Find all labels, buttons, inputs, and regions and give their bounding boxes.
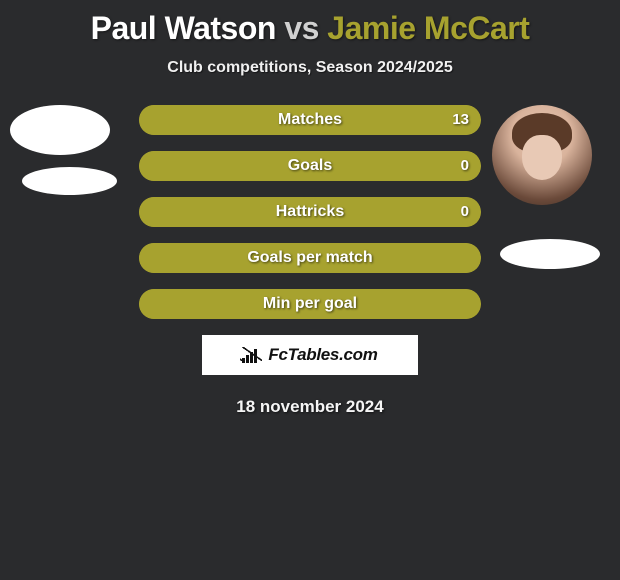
stat-label: Matches [139,105,481,135]
stat-row-matches: Matches 13 [139,105,481,135]
player2-name: Jamie McCart [327,10,529,46]
player1-avatar-placeholder [10,105,110,155]
branding-chart-icon [242,347,262,363]
stat-row-goals-per-match: Goals per match [139,243,481,273]
vs-text: vs [284,10,319,46]
stat-label: Goals per match [139,243,481,273]
stat-value-right: 13 [452,105,469,135]
stat-label: Goals [139,151,481,181]
branding-text: FcTables.com [268,345,377,365]
stat-row-min-per-goal: Min per goal [139,289,481,319]
stat-label: Hattricks [139,197,481,227]
player2-avatar [492,105,592,205]
stat-bars: Matches 13 Goals 0 Hattricks 0 Goals per… [139,105,481,319]
comparison-title: Paul Watson vs Jamie McCart [0,0,620,47]
stat-row-goals: Goals 0 [139,151,481,181]
stat-value-right: 0 [461,151,469,181]
stat-label: Min per goal [139,289,481,319]
stat-value-right: 0 [461,197,469,227]
branding-box: FcTables.com [202,335,418,375]
player2-shadow [500,239,600,269]
player1-name: Paul Watson [91,10,276,46]
comparison-arena: Matches 13 Goals 0 Hattricks 0 Goals per… [0,105,620,417]
snapshot-date: 18 november 2024 [0,397,620,417]
subtitle: Club competitions, Season 2024/2025 [0,59,620,77]
player1-shadow [22,167,117,195]
stat-row-hattricks: Hattricks 0 [139,197,481,227]
